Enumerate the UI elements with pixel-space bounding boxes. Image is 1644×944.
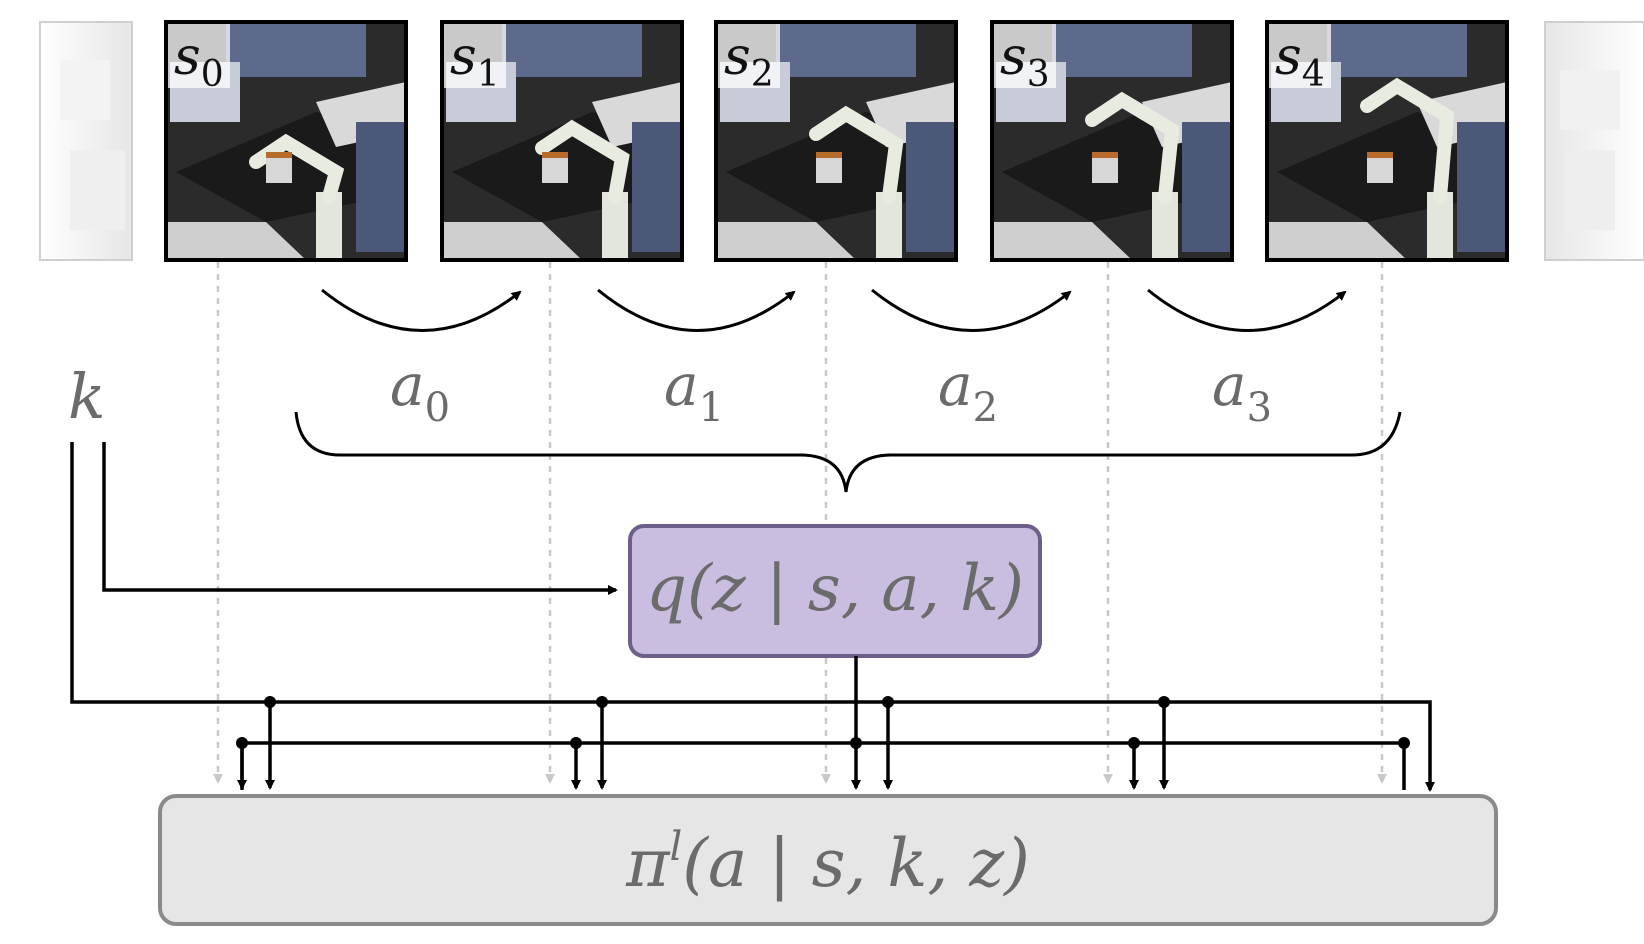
- action-labels: a0 a1 a2 a3: [390, 351, 1272, 431]
- cabinet-lower: [1457, 122, 1507, 252]
- frame-border: [714, 20, 958, 262]
- k-junction-dot-0: [264, 696, 276, 708]
- cabinet-upper: [226, 22, 366, 77]
- frame-label-3: s3: [1000, 27, 1050, 95]
- z-junction-dot-0: [236, 737, 248, 749]
- state-frame-4: s4: [1265, 20, 1509, 262]
- kettle-handle: [1092, 152, 1118, 158]
- frame-border: [164, 20, 408, 262]
- kettle: [266, 157, 292, 183]
- z-junction-dot-2: [850, 737, 862, 749]
- cabinet-lower: [632, 122, 682, 252]
- frame-label-0: s0: [174, 27, 224, 95]
- frame-label-4: s4: [1275, 27, 1325, 95]
- policy-input-arrows: [236, 696, 1410, 790]
- k-junction-dot-3: [1158, 696, 1170, 708]
- cabinet-upper: [776, 22, 916, 77]
- frame-label-1: s1: [450, 27, 500, 95]
- kettle: [1092, 157, 1118, 183]
- ghost-frame-right: [1544, 21, 1644, 261]
- state-frames: s0 s1 s2 s3 s4: [164, 20, 1509, 262]
- action-arc-2: [871, 288, 1072, 332]
- cabinet-lower: [1182, 122, 1232, 252]
- robot-arm: [809, 105, 904, 204]
- state-frame-2: s2: [714, 20, 958, 262]
- frame-label-bg: [444, 24, 506, 88]
- action-arc-1: [597, 288, 796, 332]
- kettle-handle: [266, 152, 292, 158]
- frame-label-bg: [168, 24, 230, 88]
- kettle-handle: [542, 152, 568, 158]
- z-junction-dot-3: [1128, 737, 1140, 749]
- ghost-frame-left: [39, 21, 133, 261]
- floor: [716, 222, 856, 260]
- action-arcs: [321, 288, 1347, 332]
- frame-border: [440, 20, 684, 262]
- robot-arm: [1360, 77, 1455, 204]
- timeline-dashed-lines: [213, 262, 1387, 784]
- frame-label-2: s2: [724, 27, 774, 95]
- frame-label-bg: [718, 24, 780, 88]
- action-label-3: a3: [1212, 351, 1272, 431]
- kettle: [1367, 157, 1393, 183]
- robot-arm: [535, 119, 630, 204]
- floor: [992, 222, 1132, 260]
- z-junction-dot-1: [570, 737, 582, 749]
- action-label-2: a2: [938, 351, 998, 431]
- floor: [1267, 222, 1407, 260]
- skill-label-k: k: [68, 360, 106, 433]
- policy-box: πl(a | s, k, z): [158, 794, 1498, 926]
- cabinet-lower: [356, 122, 406, 252]
- frame-label-bg: [994, 24, 1056, 88]
- action-label-1: a1: [664, 351, 724, 431]
- action-label-0: a0: [390, 351, 450, 431]
- encoder-label: q(z | s, a, k): [646, 552, 1024, 626]
- kettle: [542, 157, 568, 183]
- cabinet-upper: [502, 22, 642, 77]
- action-arc-3: [1147, 288, 1347, 332]
- floor: [442, 222, 582, 260]
- robot-arm: [1085, 91, 1180, 204]
- state-frame-1: s1: [440, 20, 684, 262]
- kettle-handle: [1367, 152, 1393, 158]
- cabinet-lower: [906, 122, 956, 252]
- latent-connectors: [240, 656, 1406, 790]
- skill-connectors: [70, 442, 1435, 792]
- cabinet-upper: [1327, 22, 1467, 77]
- policy-label: πl(a | s, k, z): [625, 824, 1030, 902]
- floor: [166, 222, 306, 260]
- action-arc-0: [321, 288, 522, 332]
- cabinet-upper: [1052, 22, 1192, 77]
- trajectory-brace: [294, 411, 1402, 493]
- frame-border: [1265, 20, 1509, 262]
- state-frame-0: s0: [164, 20, 408, 262]
- frame-border: [990, 20, 1234, 262]
- frame-label-bg: [1269, 24, 1331, 88]
- kettle-handle: [816, 152, 842, 158]
- kettle: [816, 157, 842, 183]
- z-junction-dot-4: [1398, 737, 1410, 749]
- encoder-box: q(z | s, a, k): [628, 524, 1042, 658]
- state-frame-3: s3: [990, 20, 1234, 262]
- k-junction-dot-1: [596, 696, 608, 708]
- k-junction-dot-2: [882, 696, 894, 708]
